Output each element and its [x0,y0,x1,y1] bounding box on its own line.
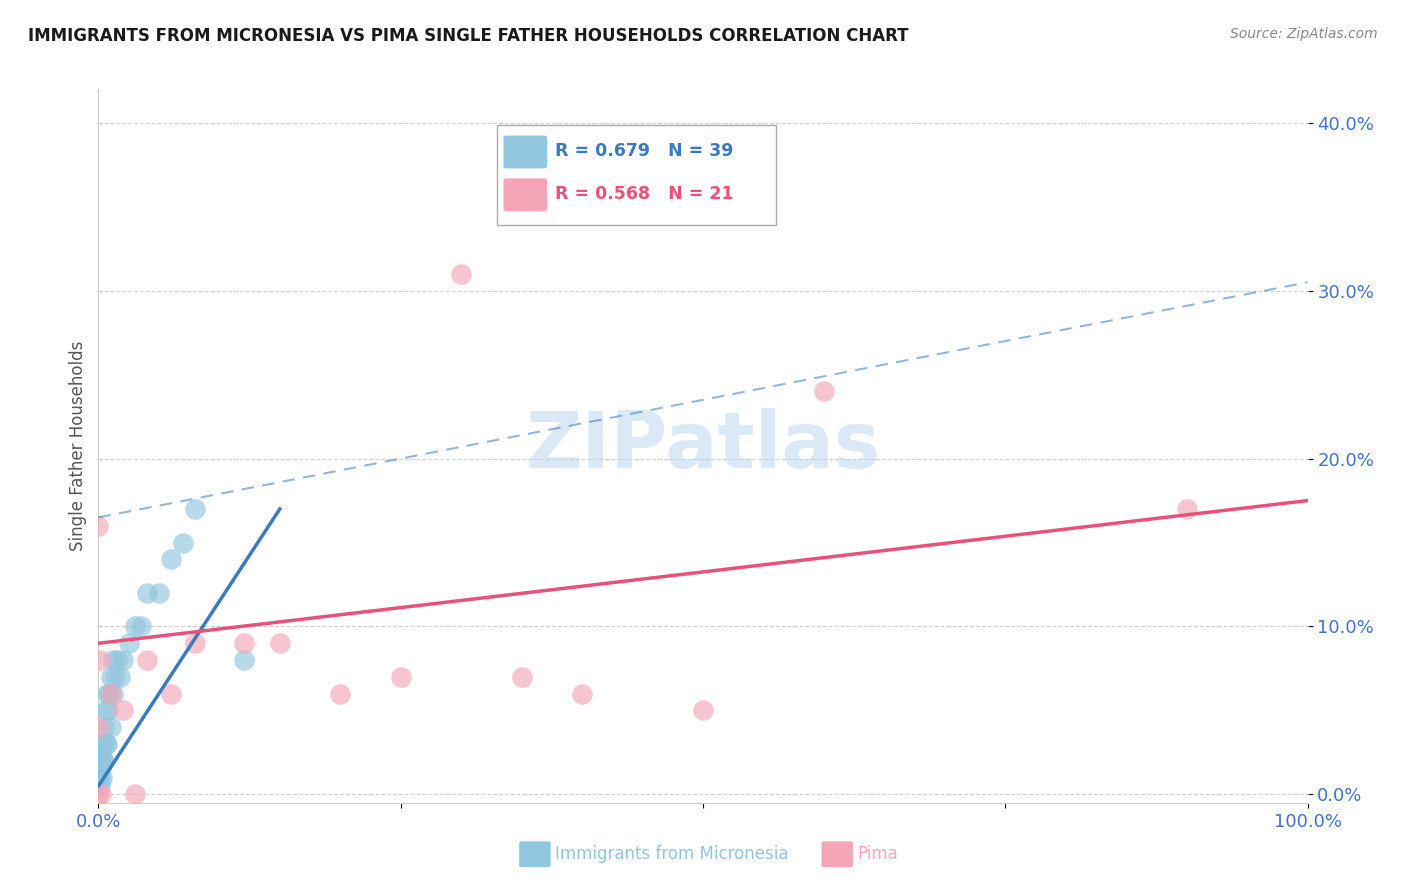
Point [101,653,124,667]
Point [160,687,183,701]
Point [232,653,254,667]
Point [160,552,183,566]
Point [91,737,114,751]
Y-axis label: Single Father Households: Single Father Households [69,341,87,551]
Point [91,754,114,768]
Point [98,687,121,701]
Text: R = 0.568   N = 21: R = 0.568 N = 21 [555,186,734,203]
Point [111,703,134,717]
FancyBboxPatch shape [821,841,853,867]
Point [87,754,110,768]
Text: Source: ZipAtlas.com: Source: ZipAtlas.com [1230,27,1378,41]
Point [91,771,114,785]
Text: ZIPatlas: ZIPatlas [526,408,880,484]
Point [100,670,122,684]
Point [124,788,146,802]
Point [118,636,141,650]
Point [87,771,110,785]
Text: IMMIGRANTS FROM MICRONESIA VS PIMA SINGLE FATHER HOUSEHOLDS CORRELATION CHART: IMMIGRANTS FROM MICRONESIA VS PIMA SINGL… [28,27,908,45]
Point [172,535,194,549]
Point [105,653,128,667]
Point [87,788,110,802]
Point [104,670,127,684]
Point [93,754,115,768]
Text: Immigrants from Micronesia: Immigrants from Micronesia [555,846,789,863]
Point [91,754,114,768]
Point [129,619,152,633]
Point [124,619,146,633]
Point [90,746,112,760]
Point [135,586,157,600]
Point [101,687,124,701]
Point [389,670,412,684]
Point [571,687,593,701]
FancyBboxPatch shape [498,125,776,225]
Point [148,586,170,600]
Point [232,636,254,650]
Text: R = 0.679   N = 39: R = 0.679 N = 39 [555,143,734,161]
Point [89,653,111,667]
Point [89,779,111,793]
FancyBboxPatch shape [503,136,547,169]
Point [184,636,207,650]
Point [100,720,122,734]
Point [93,720,115,734]
Point [94,737,117,751]
Point [269,636,291,650]
Point [87,762,110,776]
Point [329,687,352,701]
Point [97,703,120,717]
Point [135,653,157,667]
Point [510,670,533,684]
Point [87,720,110,734]
Point [89,771,111,785]
Point [692,703,714,717]
FancyBboxPatch shape [503,178,547,211]
Point [94,703,117,717]
Point [813,384,835,399]
Point [87,779,110,793]
Point [1175,502,1198,516]
Point [96,737,118,751]
Text: Pima: Pima [858,846,898,863]
Point [96,687,118,701]
Point [87,518,110,533]
Point [90,762,112,776]
Point [100,687,122,701]
Point [184,502,207,516]
Point [89,754,111,768]
Point [91,737,114,751]
FancyBboxPatch shape [519,841,551,867]
Point [108,670,131,684]
Point [111,653,134,667]
Point [90,788,112,802]
Point [450,267,472,281]
